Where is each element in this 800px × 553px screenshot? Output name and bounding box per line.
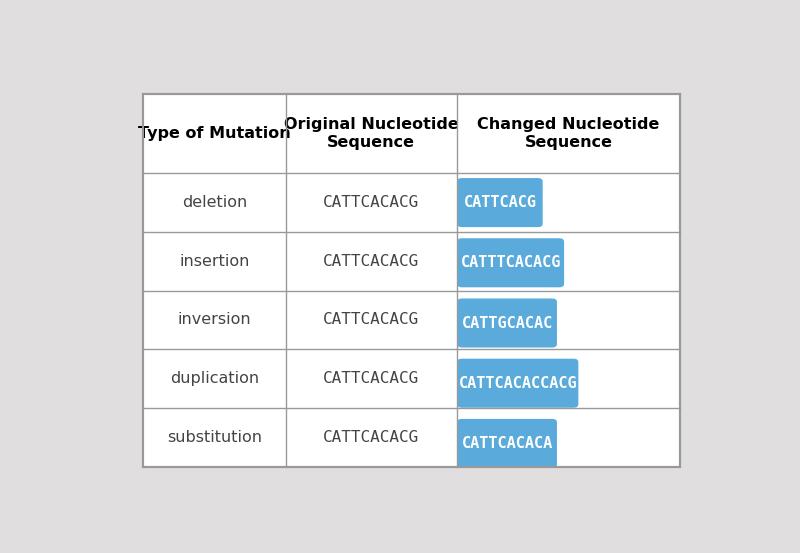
Text: insertion: insertion [179, 254, 250, 269]
Text: CATTCACACCACG: CATTCACACCACG [458, 375, 577, 391]
Text: inversion: inversion [178, 312, 251, 327]
Text: deletion: deletion [182, 195, 247, 210]
FancyBboxPatch shape [457, 359, 578, 408]
FancyBboxPatch shape [457, 299, 557, 347]
Text: duplication: duplication [170, 371, 259, 386]
Text: CATTTCACACG: CATTTCACACG [461, 255, 561, 270]
Text: Changed Nucleotide
Sequence: Changed Nucleotide Sequence [478, 117, 660, 150]
Text: CATTCACACG: CATTCACACG [323, 312, 419, 327]
FancyBboxPatch shape [457, 238, 564, 288]
Text: substitution: substitution [167, 430, 262, 445]
FancyBboxPatch shape [457, 419, 557, 468]
Text: CATTCACACG: CATTCACACG [323, 430, 419, 445]
Text: CATTCACACG: CATTCACACG [323, 254, 419, 269]
Text: Original Nucleotide
Sequence: Original Nucleotide Sequence [284, 117, 458, 150]
Text: CATTCACG: CATTCACG [463, 195, 537, 210]
Text: CATTCACACG: CATTCACACG [323, 371, 419, 386]
Text: CATTCACACG: CATTCACACG [323, 195, 419, 210]
FancyBboxPatch shape [457, 178, 542, 227]
FancyBboxPatch shape [143, 94, 680, 467]
Text: CATTGCACAC: CATTGCACAC [462, 316, 553, 331]
Text: Type of Mutation: Type of Mutation [138, 126, 291, 141]
Text: CATTCACACA: CATTCACACA [462, 436, 553, 451]
